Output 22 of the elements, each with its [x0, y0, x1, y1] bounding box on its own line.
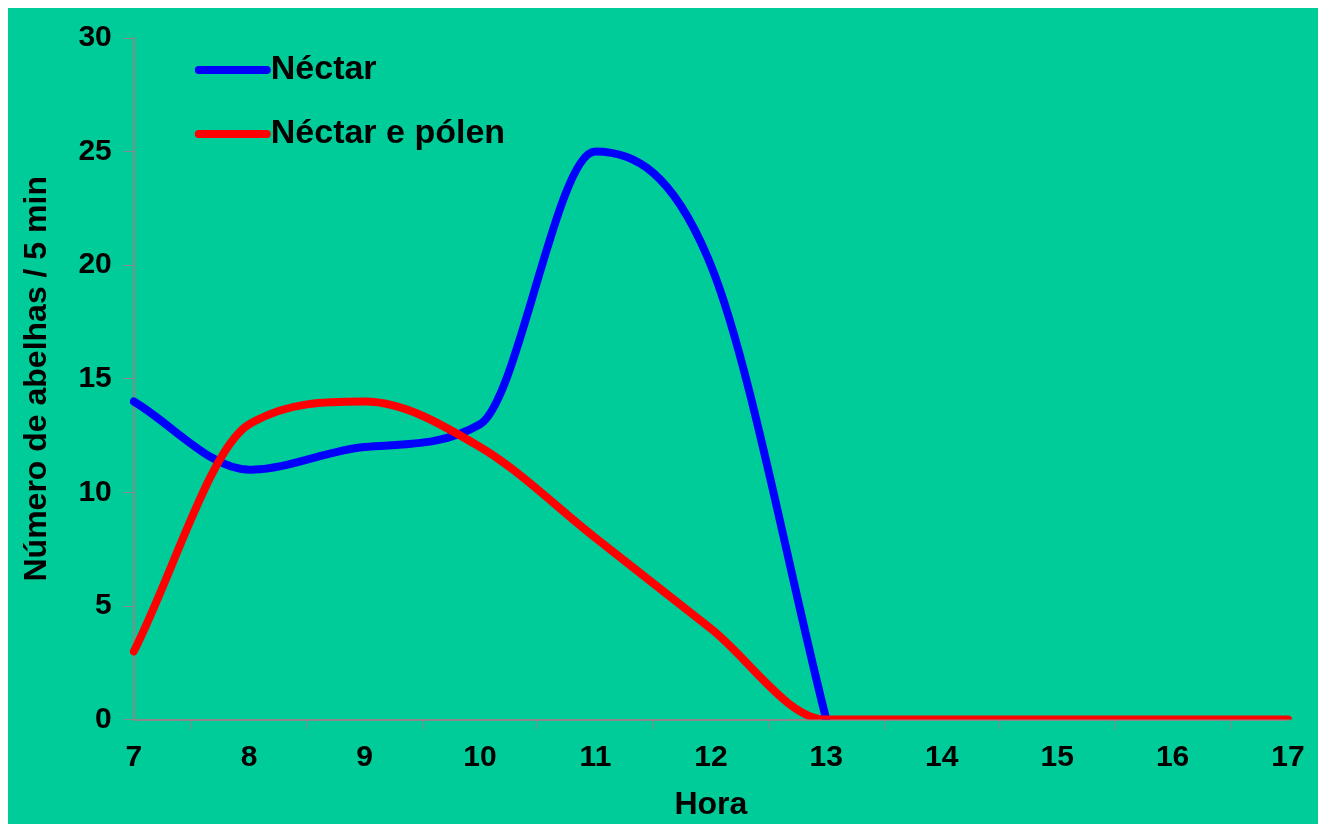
- y-tick-label: 30: [78, 19, 112, 53]
- x-tick-label: 16: [1155, 738, 1190, 772]
- legend-label: Néctar e pólen: [270, 112, 506, 151]
- x-tick-label: 13: [809, 738, 843, 772]
- x-tick-label: 11: [579, 738, 612, 772]
- x-tick-label: 9: [356, 738, 373, 772]
- x-tick-label: 12: [694, 738, 728, 772]
- x-tick-label: 17: [1271, 738, 1305, 772]
- y-tick-label: 5: [95, 587, 112, 621]
- y-tick-label: 15: [78, 360, 112, 394]
- y-tick-label: 0: [95, 700, 112, 734]
- x-tick-label: 10: [463, 738, 497, 772]
- y-tick-label: 25: [78, 132, 112, 166]
- x-axis-title: Hora: [674, 784, 748, 821]
- x-tick-label: 15: [1040, 738, 1074, 772]
- y-tick-label: 10: [78, 473, 112, 507]
- legend-label: Néctar: [270, 48, 377, 87]
- x-tick-label: 14: [925, 738, 959, 772]
- x-tick-label: 7: [125, 738, 143, 772]
- x-tick-label: 8: [240, 738, 258, 772]
- y-tick-label: 20: [78, 246, 112, 280]
- y-axis-title: Número de abelhas / 5 min: [17, 176, 54, 582]
